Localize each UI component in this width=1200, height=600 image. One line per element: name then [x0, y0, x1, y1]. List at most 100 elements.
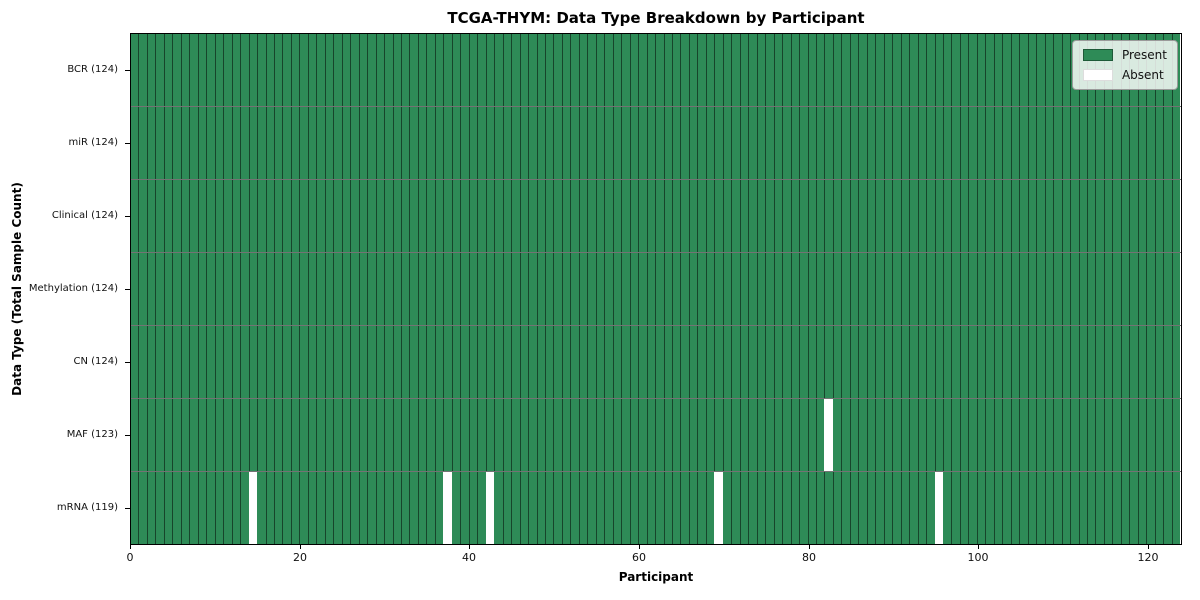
cell-present	[909, 180, 918, 252]
cell-present	[443, 34, 452, 106]
cell-present	[866, 472, 876, 544]
cell-present	[401, 253, 410, 325]
cell-present	[815, 253, 825, 325]
cell-present	[1137, 180, 1147, 252]
cell-present	[231, 253, 241, 325]
cell-present	[604, 399, 613, 471]
cell-present	[316, 253, 325, 325]
cell-present	[680, 326, 689, 398]
cell-present	[324, 399, 334, 471]
cell-present	[663, 253, 672, 325]
cell-present	[197, 399, 207, 471]
cell-present	[1078, 472, 1087, 544]
cell-present	[621, 107, 630, 179]
cell-present	[892, 399, 901, 471]
cell-present	[131, 253, 139, 325]
cell-present	[705, 326, 715, 398]
cell-present	[799, 472, 808, 544]
cell-present	[959, 472, 969, 544]
cell-present	[172, 472, 181, 544]
cell-present	[1103, 326, 1113, 398]
cell-present	[131, 34, 139, 106]
cell-present	[265, 253, 274, 325]
cell-present	[392, 472, 401, 544]
cell-present	[909, 472, 918, 544]
cell-present	[1061, 326, 1071, 398]
cell-present	[146, 180, 156, 252]
cell-present	[731, 107, 740, 179]
cell-present	[172, 180, 181, 252]
cell-present	[604, 472, 613, 544]
cell-present	[290, 34, 300, 106]
cell-present	[1078, 180, 1087, 252]
cell-present	[595, 34, 605, 106]
cell-present	[714, 34, 723, 106]
cell-present	[189, 326, 198, 398]
cell-present	[773, 180, 783, 252]
cell-present	[384, 180, 393, 252]
cell-present	[350, 34, 359, 106]
legend-swatch-icon	[1082, 69, 1113, 81]
cell-present	[604, 326, 613, 398]
cell-present	[451, 399, 461, 471]
cell-present	[765, 34, 774, 106]
cell-present	[705, 472, 715, 544]
cell-present	[358, 253, 368, 325]
y-tick-label-bcr: BCR (124)	[67, 64, 118, 75]
cell-present	[163, 180, 173, 252]
cell-present	[968, 34, 977, 106]
cell-present	[290, 326, 300, 398]
cell-present	[163, 472, 173, 544]
cell-present	[1146, 180, 1155, 252]
cell-present	[748, 34, 757, 106]
cell-present	[401, 399, 410, 471]
cell-present	[621, 253, 630, 325]
cell-present	[561, 472, 571, 544]
cell-present	[655, 326, 664, 398]
cell-present	[663, 180, 672, 252]
cell-present	[976, 399, 986, 471]
cell-present	[1044, 34, 1054, 106]
cell-present	[443, 326, 452, 398]
cell-present	[1086, 399, 1096, 471]
cell-present	[688, 34, 698, 106]
cell-present	[968, 253, 977, 325]
cell-present	[265, 472, 274, 544]
cell-present	[477, 472, 486, 544]
cell-present	[722, 399, 732, 471]
cell-present	[131, 107, 139, 179]
cell-present	[993, 34, 1003, 106]
cell-present	[1137, 399, 1147, 471]
cell-present	[926, 472, 935, 544]
cell-present	[722, 180, 732, 252]
cell-present	[417, 107, 427, 179]
cell-present	[468, 180, 478, 252]
cell-present	[265, 399, 274, 471]
cell-present	[841, 472, 850, 544]
cell-present	[214, 472, 224, 544]
cell-present	[756, 399, 766, 471]
cell-present	[131, 326, 139, 398]
cell-present	[316, 34, 325, 106]
cell-present	[866, 180, 876, 252]
cell-present	[1095, 253, 1104, 325]
cell-present	[426, 180, 435, 252]
cell-present	[1010, 253, 1020, 325]
cell-present	[1010, 326, 1020, 398]
cell-present	[832, 399, 842, 471]
cell-present	[765, 326, 774, 398]
cell-present	[1027, 253, 1037, 325]
cell-present	[1036, 107, 1045, 179]
cell-present	[417, 326, 427, 398]
cell-present	[943, 180, 952, 252]
cell-present	[705, 253, 715, 325]
cell-present	[849, 180, 859, 252]
cell-present	[375, 326, 385, 398]
cell-present	[951, 34, 960, 106]
cell-present	[384, 399, 393, 471]
cell-present	[477, 107, 486, 179]
cell-present	[1061, 180, 1071, 252]
cell-present	[197, 326, 207, 398]
cell-present	[1171, 107, 1181, 179]
cell-present	[468, 107, 478, 179]
